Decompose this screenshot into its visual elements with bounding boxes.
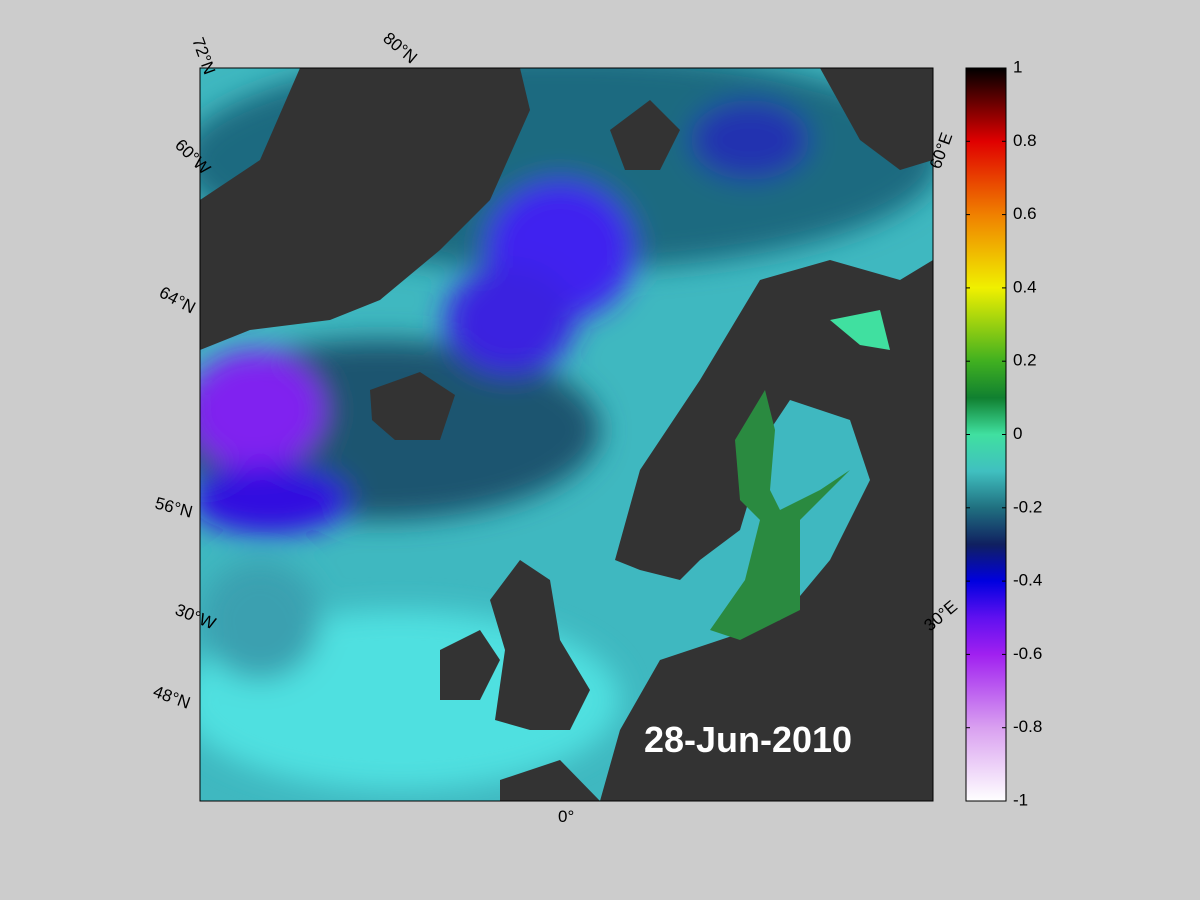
colorbar-tick-label: 0.8 — [1013, 131, 1037, 150]
date-label: 28-Jun-2010 — [644, 719, 852, 760]
grid-label: 64°N — [156, 283, 198, 318]
colorbar-tick-label: -0.2 — [1013, 497, 1042, 516]
grid-label: 48°N — [151, 682, 193, 713]
map — [200, 68, 933, 801]
grid-label: 56°N — [153, 494, 195, 522]
colorbar-tick-label: -0.8 — [1013, 717, 1042, 736]
colorbar-tick-label: -0.6 — [1013, 644, 1042, 663]
colorbar-tick-label: 0.2 — [1013, 351, 1037, 370]
colorbar — [965, 67, 1007, 802]
colorbar-tick-label: -1 — [1013, 790, 1028, 809]
colorbar-tick-label: 0.6 — [1013, 204, 1037, 223]
colorbar-tick-label: 0 — [1013, 424, 1022, 443]
grid-label: 0° — [558, 807, 574, 826]
colorbar-tick-label: -0.4 — [1013, 571, 1042, 590]
map-frame — [199, 67, 934, 802]
grid-label: 80°N — [379, 29, 420, 68]
colorbar-tick-label: 0.4 — [1013, 277, 1037, 296]
grid-label: 72°N — [188, 35, 219, 77]
colorbar-tick-label: 1 — [1013, 57, 1022, 76]
